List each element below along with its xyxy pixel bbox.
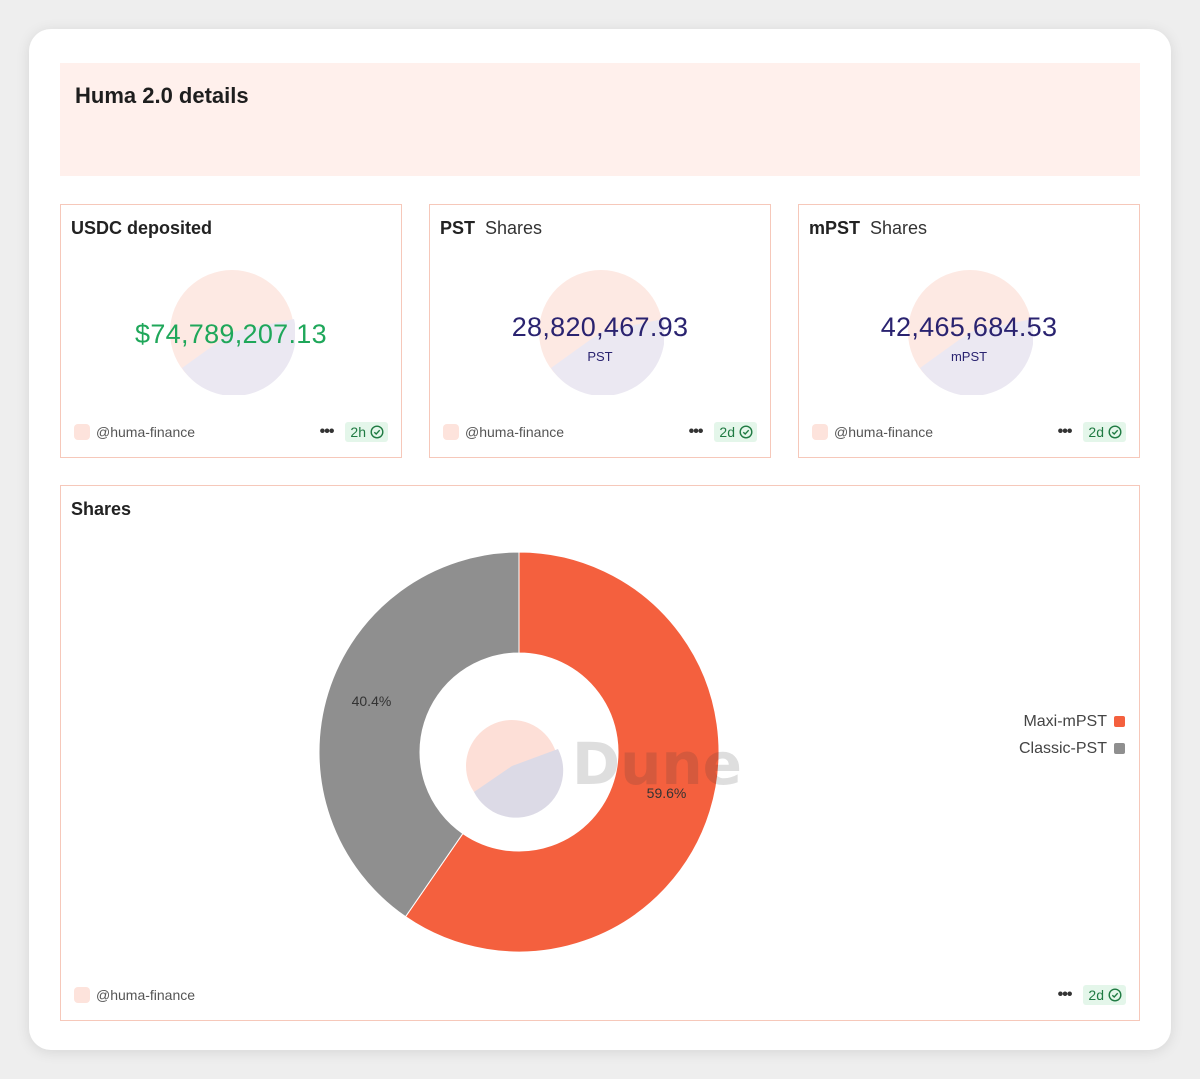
dashboard-title: Huma 2.0 details	[75, 83, 249, 108]
owner-avatar[interactable]	[74, 424, 90, 440]
card-title: mPST Shares	[809, 218, 927, 239]
chart-legend: Maxi-mPST Classic-PST	[1019, 708, 1125, 762]
more-options-icon[interactable]: •••	[319, 423, 335, 440]
card-footer: @huma-finance ••• 2d	[812, 421, 1126, 443]
check-circle-icon	[1108, 988, 1122, 1002]
pie-data-label: 40.4%	[352, 693, 392, 709]
card-footer: @huma-finance ••• 2d	[74, 984, 1126, 1006]
owner-link[interactable]: @huma-finance	[96, 987, 196, 1003]
counter-unit: mPST	[950, 349, 988, 364]
check-circle-icon	[370, 425, 384, 439]
pie-slice-maxi-mpst[interactable]	[404, 551, 720, 953]
legend-label: Maxi-mPST	[1023, 712, 1107, 730]
card-title: PST Shares	[440, 218, 542, 239]
counter-unit: PST	[587, 349, 613, 364]
counter-value: 42,465,684.53	[880, 312, 1058, 342]
card-title: USDC deposited	[71, 218, 222, 239]
age-text: 2d	[719, 424, 735, 440]
owner-avatar[interactable]	[443, 424, 459, 440]
counter-card-usdc[interactable]: USDC deposited $74,789,207.13 @huma-fina…	[60, 204, 402, 458]
counter-card-mpst[interactable]: mPST Shares 42,465,684.53 mPST @huma-fina…	[798, 204, 1140, 458]
card-background-logo	[539, 270, 664, 395]
card-background-logo	[170, 270, 295, 395]
check-circle-icon	[1108, 425, 1122, 439]
dashboard-header: Huma 2.0 details	[60, 63, 1140, 176]
legend-label: Classic-PST	[1018, 739, 1107, 757]
refresh-age-badge[interactable]: 2d	[1083, 422, 1126, 442]
shares-donut-chart: Dune 59.6% 40.4%	[318, 551, 742, 953]
legend-item-maxi-mpst[interactable]: Maxi-mPST	[1019, 708, 1125, 735]
refresh-age-badge[interactable]: 2d	[1083, 985, 1126, 1005]
age-text: 2d	[1088, 424, 1104, 440]
shares-chart-card[interactable]: Shares Dune 59.6% 40.4% Maxi-mPST Classic-…	[60, 485, 1140, 1021]
card-title: Shares	[71, 499, 131, 520]
owner-link[interactable]: @huma-finance	[96, 424, 196, 440]
counter-value: 28,820,467.93	[511, 312, 689, 342]
card-title-main: mPST	[809, 218, 861, 238]
card-title-main: USDC deposited	[71, 218, 213, 238]
legend-swatch	[1114, 716, 1125, 727]
card-title-sub: Shares	[485, 218, 543, 238]
owner-link[interactable]: @huma-finance	[834, 424, 934, 440]
age-text: 2h	[350, 424, 366, 440]
center-logo	[466, 720, 564, 818]
pie-slice-classic-pst[interactable]	[318, 551, 520, 918]
card-background-logo	[908, 270, 1033, 395]
card-footer: @huma-finance ••• 2h	[74, 421, 388, 443]
owner-link[interactable]: @huma-finance	[465, 424, 565, 440]
owner-avatar[interactable]	[812, 424, 828, 440]
legend-swatch	[1114, 743, 1125, 754]
legend-item-classic-pst[interactable]: Classic-PST	[1019, 735, 1125, 762]
counter-card-pst[interactable]: PST Shares 28,820,467.93 PST @huma-financ…	[429, 204, 771, 458]
refresh-age-badge[interactable]: 2d	[714, 422, 757, 442]
more-options-icon[interactable]: •••	[1057, 986, 1073, 1003]
card-title-main: Shares	[71, 499, 132, 519]
card-title-main: PST	[440, 218, 476, 238]
refresh-age-badge[interactable]: 2h	[345, 422, 388, 442]
owner-avatar[interactable]	[74, 987, 90, 1003]
check-circle-icon	[739, 425, 753, 439]
card-title-sub: Shares	[870, 218, 928, 238]
age-text: 2d	[1088, 987, 1104, 1003]
more-options-icon[interactable]: •••	[1057, 423, 1073, 440]
pie-data-label: 59.6%	[647, 785, 687, 801]
more-options-icon[interactable]: •••	[688, 423, 704, 440]
counter-value: $74,789,207.13	[135, 319, 327, 349]
card-footer: @huma-finance ••• 2d	[443, 421, 757, 443]
dune-watermark: Dune	[572, 730, 742, 798]
